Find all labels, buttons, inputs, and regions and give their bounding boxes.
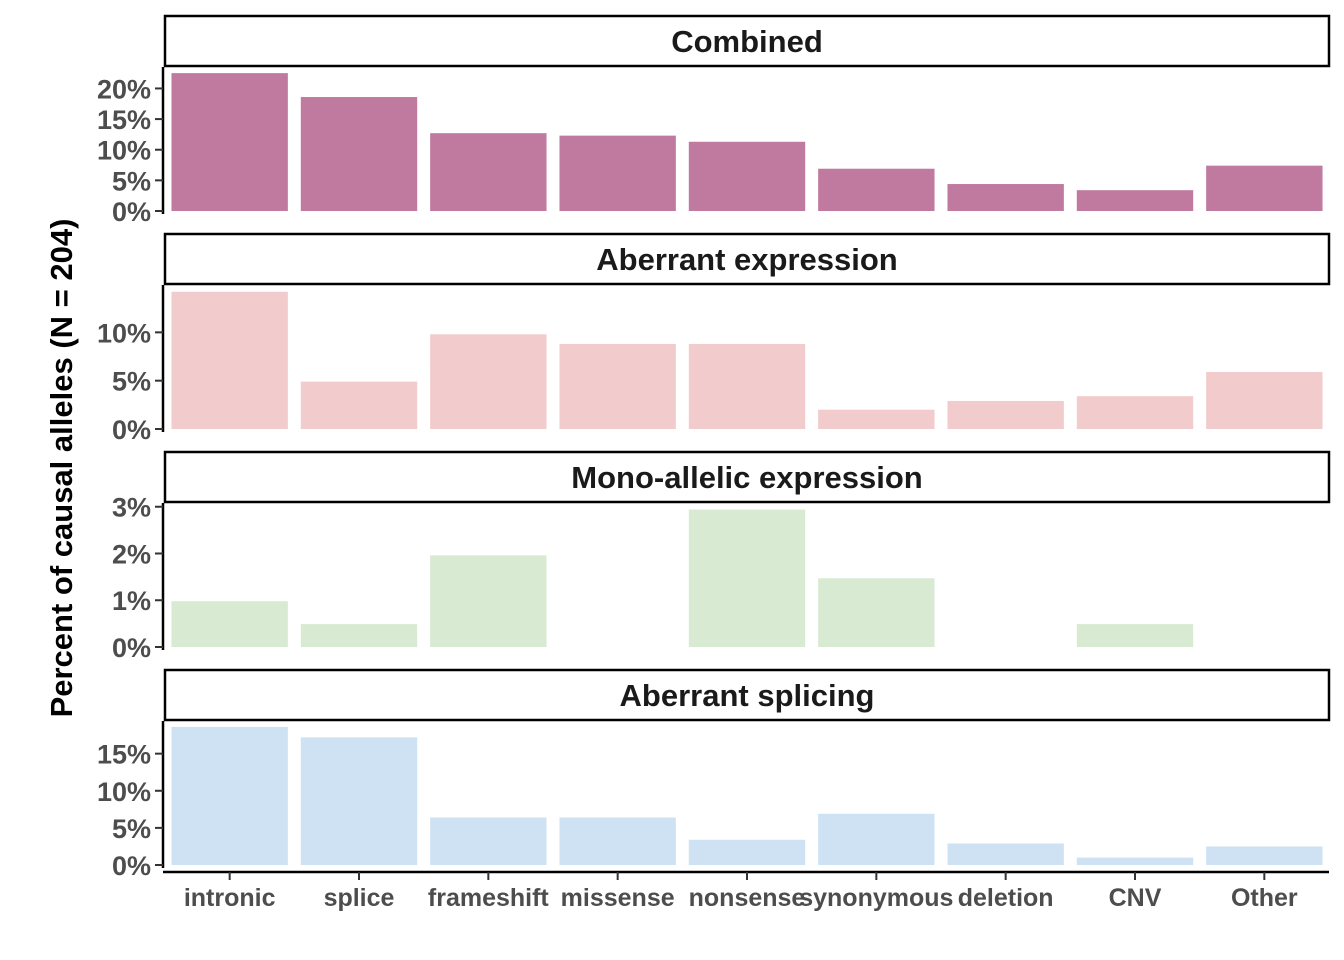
bar xyxy=(818,409,935,429)
bar xyxy=(947,184,1064,211)
facet-title: Combined xyxy=(671,24,823,59)
facet-title: Mono-allelic expression xyxy=(571,460,922,495)
bar xyxy=(947,843,1064,865)
x-tick-label: synonymous xyxy=(799,884,953,912)
y-tick-label: 0% xyxy=(112,197,151,227)
x-tick-label: splice xyxy=(324,884,395,912)
y-tick-label: 15% xyxy=(97,105,151,135)
facet-panel: Mono-allelic expression 0% 1% 2% 3% xyxy=(112,450,1331,663)
bar xyxy=(171,73,288,212)
y-axis-title: Percent of causal alleles (N = 204) xyxy=(44,219,79,718)
facet-panel: Aberrant splicing 0% 5% 10% 15% xyxy=(97,668,1331,881)
bar xyxy=(300,97,418,211)
y-tick-label: 0% xyxy=(112,851,151,881)
x-tick-label: deletion xyxy=(958,884,1054,912)
bar xyxy=(1206,371,1323,429)
x-tick-label: CNV xyxy=(1109,884,1162,912)
bar xyxy=(688,343,806,429)
bar xyxy=(1206,165,1323,211)
bar xyxy=(688,141,806,211)
y-tick-label: 5% xyxy=(112,367,151,397)
x-axis: intronic splice frameshift missense nonsense… xyxy=(163,870,1329,912)
facet-strip xyxy=(163,232,1331,286)
x-tick-label: missense xyxy=(561,884,675,912)
bar xyxy=(430,334,547,429)
bar xyxy=(171,726,288,865)
bar xyxy=(1206,846,1323,865)
y-tick-label: 20% xyxy=(97,74,151,104)
bar xyxy=(171,291,288,429)
bar xyxy=(171,601,288,647)
bar xyxy=(688,509,806,647)
facet-strip xyxy=(163,668,1331,722)
bar xyxy=(559,343,676,429)
facet-panel: Combined 0%5%10%15%20% xyxy=(97,14,1331,227)
bar xyxy=(1076,624,1194,647)
bar xyxy=(430,133,547,211)
y-tick-label: 3% xyxy=(112,493,151,523)
facet-title: Aberrant splicing xyxy=(620,678,875,713)
bar xyxy=(818,578,935,647)
y-tick-label: 10% xyxy=(97,777,151,807)
bar xyxy=(818,168,935,211)
bar xyxy=(300,381,418,429)
x-tick-label: Other xyxy=(1231,884,1298,912)
x-tick-label: nonsense xyxy=(689,884,806,912)
y-tick-label: 15% xyxy=(97,740,151,770)
y-tick-label: 10% xyxy=(97,318,151,348)
bar xyxy=(1076,190,1194,211)
facet-panel: Aberrant expression 0% 5% 10% xyxy=(97,232,1331,445)
y-tick-label: 1% xyxy=(112,586,151,616)
y-tick-label: 5% xyxy=(112,814,151,844)
y-tick-label: 10% xyxy=(97,136,151,166)
bar xyxy=(300,624,418,647)
bar xyxy=(818,813,935,865)
y-tick-label: 0% xyxy=(112,633,151,663)
bar xyxy=(1076,857,1194,865)
x-tick-label: frameshift xyxy=(428,884,550,912)
bar xyxy=(559,817,676,865)
y-tick-label: 5% xyxy=(112,166,151,196)
x-tick-label: intronic xyxy=(184,884,276,912)
bar xyxy=(688,839,806,865)
facet-strip xyxy=(163,450,1331,504)
y-tick-label: 0% xyxy=(112,415,151,445)
bar xyxy=(430,555,547,647)
y-tick-label: 2% xyxy=(112,539,151,569)
bar xyxy=(947,400,1064,429)
bar xyxy=(430,817,547,865)
facet-title: Aberrant expression xyxy=(596,242,898,277)
bar xyxy=(1076,396,1194,429)
bar xyxy=(300,737,418,865)
facet-strip xyxy=(163,14,1331,68)
bar xyxy=(559,135,676,211)
